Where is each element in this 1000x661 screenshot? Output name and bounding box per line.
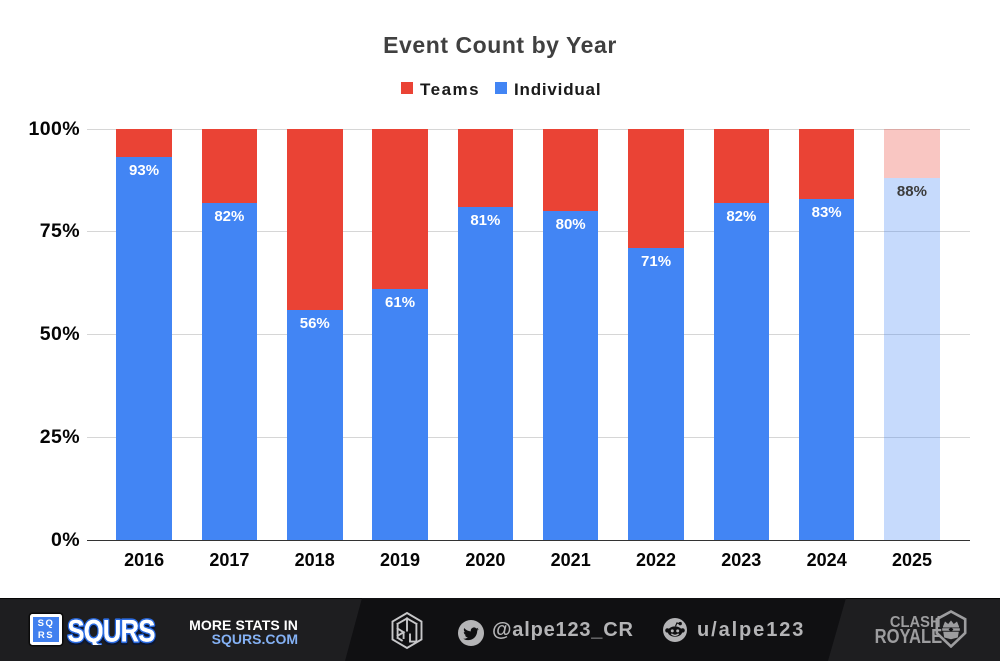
svg-text:SQURS: SQURS (68, 614, 155, 645)
svg-text:SQURS: SQURS (68, 614, 155, 645)
svg-text:SQURS: SQURS (68, 616, 155, 645)
